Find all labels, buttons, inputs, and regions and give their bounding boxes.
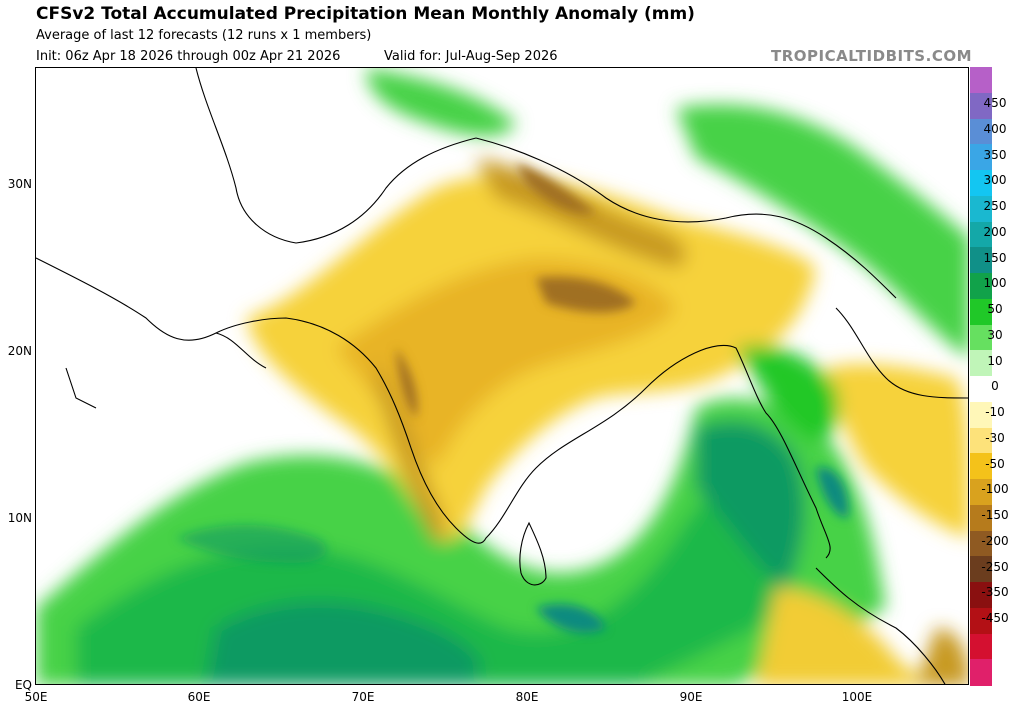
colorbar-label: 0 [991, 379, 999, 394]
anomaly-map [35, 67, 969, 685]
colorbar-segment [970, 582, 992, 609]
colorbar-segment [970, 479, 992, 506]
valid-text: Valid for: Jul-Aug-Sep 2026 [384, 49, 558, 64]
colorbar-label: 250 [983, 199, 1007, 214]
lon-label-80e: 80E [515, 690, 539, 704]
colorbar-segment [970, 633, 992, 660]
colorbar-segment [970, 401, 992, 428]
colorbar-segment [970, 453, 992, 480]
chart-subtitle: Average of last 12 forecasts (12 runs x … [36, 28, 372, 43]
lon-label-70e: 70E [351, 690, 375, 704]
lat-label-20n: 20N [7, 344, 32, 358]
lat-label-10n: 10N [7, 511, 32, 525]
lon-label-90e: 90E [679, 690, 703, 704]
colorbar-label: 400 [983, 121, 1007, 136]
lat-label-eq: EQ [14, 678, 32, 692]
colorbar [970, 67, 992, 686]
colorbar-segment [970, 221, 992, 248]
colorbar-label: -100 [981, 482, 1009, 497]
colorbar-label: 350 [983, 147, 1007, 162]
colorbar-label: 10 [987, 353, 1003, 368]
colorbar-segment [970, 556, 992, 583]
colorbar-label: 50 [987, 302, 1003, 317]
colorbar-segment [970, 118, 992, 145]
colorbar-label: -10 [985, 405, 1005, 420]
lon-label-100e: 100E [841, 690, 873, 704]
colorbar-segment [970, 350, 992, 377]
colorbar-label: -250 [981, 559, 1009, 574]
colorbar-label: -450 [981, 611, 1009, 626]
colorbar-label: 200 [983, 224, 1007, 239]
lon-label-50e: 50E [24, 690, 48, 704]
colorbar-label: -50 [985, 456, 1005, 471]
colorbar-label: 300 [983, 173, 1007, 188]
lon-label-60e: 60E [187, 690, 211, 704]
map-canvas [36, 68, 968, 684]
lat-label-30n: 30N [7, 177, 32, 191]
colorbar-segment [970, 170, 992, 197]
colorbar-segment [970, 324, 992, 351]
colorbar-segment [970, 144, 992, 171]
colorbar-segment [970, 427, 992, 454]
colorbar-segment [970, 659, 992, 686]
init-text: Init: 06z Apr 18 2026 through 00z Apr 21… [36, 49, 341, 64]
colorbar-segment [970, 195, 992, 222]
colorbar-label: -200 [981, 533, 1009, 548]
colorbar-segment [970, 247, 992, 274]
anomaly-field [36, 68, 968, 684]
colorbar-segment [970, 607, 992, 634]
colorbar-label: -150 [981, 508, 1009, 523]
colorbar-segment [970, 92, 992, 119]
brand-watermark: TROPICALTIDBITS.COM [771, 47, 972, 65]
chart-title: CFSv2 Total Accumulated Precipitation Me… [36, 4, 695, 24]
colorbar-label: 100 [983, 276, 1007, 291]
colorbar-segment [970, 273, 992, 300]
coastlines [36, 68, 968, 684]
colorbar-segment [970, 298, 992, 325]
colorbar-label: 450 [983, 96, 1007, 111]
colorbar-segment [970, 376, 992, 403]
colorbar-segment [970, 67, 992, 94]
colorbar-label: -30 [985, 430, 1005, 445]
colorbar-segment [970, 530, 992, 557]
colorbar-segment [970, 504, 992, 531]
colorbar-label: -350 [981, 585, 1009, 600]
colorbar-label: 30 [987, 327, 1003, 342]
colorbar-label: 150 [983, 250, 1007, 265]
